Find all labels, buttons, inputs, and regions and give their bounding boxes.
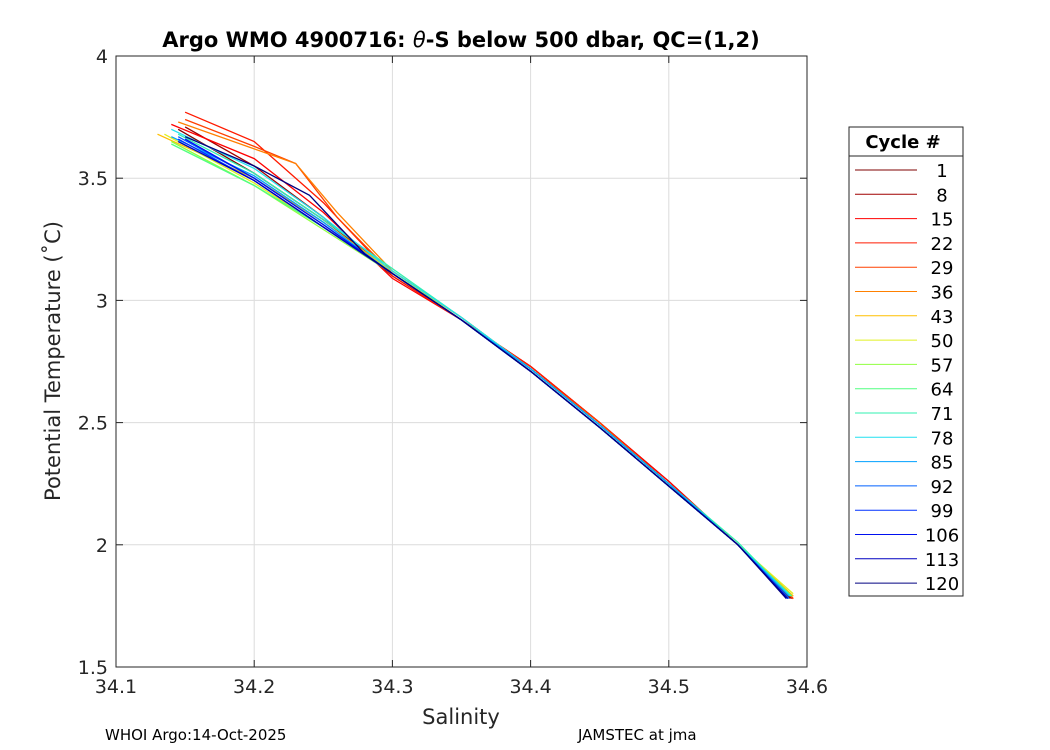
y-tick-label: 2.5: [78, 413, 108, 435]
legend-label: 99: [931, 501, 954, 522]
legend-label: 106: [925, 526, 959, 547]
y-tick-label: 3.5: [78, 168, 108, 190]
x-tick-label: 34.2: [233, 676, 275, 698]
series-line-cycle-120: [184, 136, 787, 600]
legend: Cycle # 1 8 15 22 29 36 43 50 57 64 71 78 85 92 99 106 1…: [848, 126, 964, 597]
x-tick-label: 34.5: [648, 676, 690, 698]
legend-label: 57: [931, 355, 954, 376]
legend-label: 43: [931, 307, 954, 328]
legend-label: 29: [931, 258, 954, 279]
footer-date: WHOI Argo:14-Oct-2025: [105, 726, 287, 744]
x-tick-label: 34.1: [95, 676, 137, 698]
legend-label: 64: [931, 380, 954, 401]
legend-label: 15: [931, 210, 954, 231]
legend-label: 113: [925, 550, 959, 571]
x-tick-label: 34.3: [371, 676, 413, 698]
x-axis-label: Salinity: [422, 705, 500, 729]
legend-label: 36: [931, 283, 954, 304]
y-tick-label: 2: [96, 535, 108, 557]
y-tick-label: 3: [96, 290, 108, 312]
chart-title: Argo WMO 4900716: θ-S below 500 dbar, QC…: [162, 28, 759, 52]
legend-label: 78: [931, 428, 954, 449]
legend-label: 22: [931, 234, 954, 255]
legend-label: 1: [936, 161, 947, 182]
legend-title: Cycle #: [865, 132, 940, 153]
footer-source: JAMSTEC at jma: [578, 726, 697, 744]
legend-label: 8: [936, 185, 947, 206]
legend-label: 50: [931, 331, 954, 352]
plot-frame: [115, 55, 808, 668]
y-axis-label: Potential Temperature (˚C): [41, 221, 65, 501]
y-tick-label: 1.5: [78, 657, 108, 679]
y-tick-label: 4: [96, 46, 108, 68]
legend-label: 92: [931, 477, 954, 498]
series-line-cycle-85: [171, 136, 790, 597]
x-tick-label: 34.6: [786, 676, 828, 698]
x-tick-label: 34.4: [509, 676, 551, 698]
legend-label: 85: [931, 453, 954, 474]
legend-box: [848, 126, 964, 597]
legend-label: 120: [925, 574, 959, 595]
legend-label: 71: [931, 404, 954, 425]
plot-area: [116, 56, 807, 667]
